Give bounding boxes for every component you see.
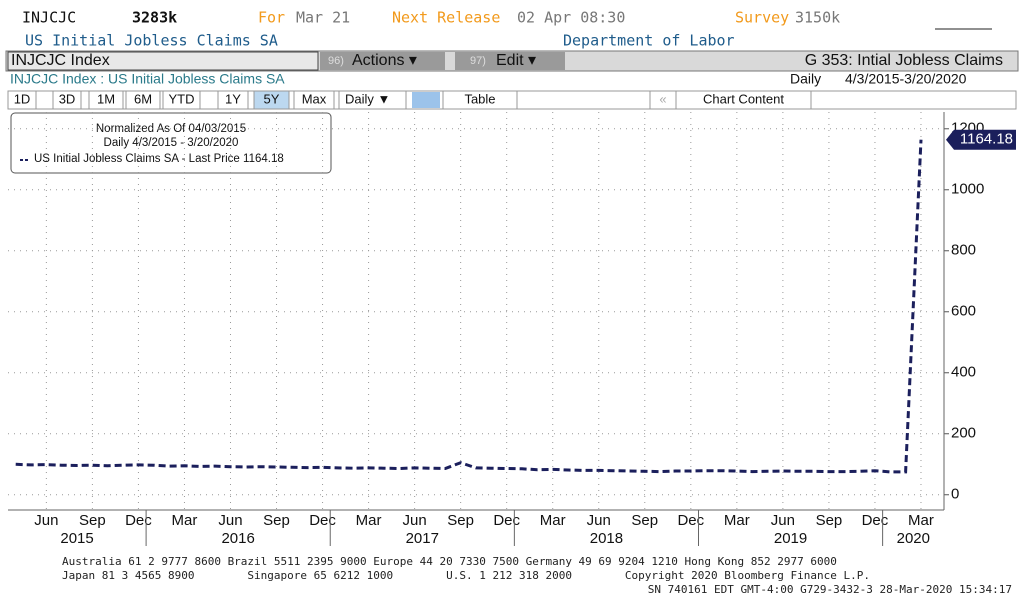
- x-tick-label: Dec: [677, 512, 704, 529]
- last-price-label: 1164.18: [960, 131, 1013, 148]
- security-name: US Initial Jobless Claims SA: [25, 32, 278, 50]
- y-tick-label: 0: [951, 486, 959, 503]
- button[interactable]: [88, 90, 124, 110]
- footer-line: Australia 61 2 9777 8600 Brazil 5511 239…: [62, 555, 837, 568]
- button-label: 1D: [14, 91, 31, 106]
- x-tick-label: Sep: [816, 512, 843, 529]
- x-tick-label: Sep: [263, 512, 290, 529]
- footer-line: SN 740161 EDT GMT-4:00 G729-3432-3 28-Ma…: [648, 583, 1012, 596]
- edit-label: Edit ▾: [496, 52, 536, 69]
- button-label: «: [659, 91, 666, 106]
- button-label: 1M: [97, 91, 115, 106]
- year-label: 2018: [590, 530, 623, 547]
- price: 3283k: [132, 9, 177, 27]
- button-label: 5Y: [264, 91, 280, 106]
- legend-series: US Initial Jobless Claims SA: [34, 153, 179, 165]
- year-label: 2019: [774, 530, 807, 547]
- line-series: [15, 139, 923, 474]
- x-tick-label: Dec: [309, 512, 336, 529]
- next-label: Next Release: [392, 9, 500, 27]
- button[interactable]: [293, 90, 335, 110]
- button[interactable]: [442, 90, 518, 110]
- year-label: 2016: [221, 530, 254, 547]
- y-tick-label: 200: [951, 425, 976, 442]
- x-tick-label: Mar: [172, 512, 198, 529]
- chart-title: INJCJC Index : US Initial Jobless Claims…: [10, 71, 285, 87]
- legend-last-label: - Last Price: [182, 153, 240, 165]
- button[interactable]: [412, 92, 440, 108]
- page-title: G 353: Intial Jobless Claims: [805, 52, 1003, 69]
- legend-last-value: 1164.18: [243, 153, 284, 165]
- x-tick-label: Jun: [771, 512, 795, 529]
- button-label: YTD: [169, 91, 195, 106]
- ticker: INJCJC: [22, 9, 76, 27]
- x-tick-label: Sep: [79, 512, 106, 529]
- x-tick-label: Jun: [218, 512, 242, 529]
- x-tick-label: Mar: [356, 512, 382, 529]
- legend: [10, 112, 332, 174]
- button[interactable]: [338, 90, 407, 110]
- y-tick-label: 400: [951, 364, 976, 381]
- y-tick-label: 800: [951, 242, 976, 259]
- for-value: Mar 21: [296, 9, 350, 27]
- footer-line: Japan 81 3 4565 8900 Singapore 65 6212 1…: [62, 569, 870, 582]
- year-label: 2015: [60, 530, 93, 547]
- security-field: INJCJC Index: [11, 52, 110, 69]
- edit-num: 97): [470, 55, 486, 67]
- button-label: 1Y: [225, 91, 241, 106]
- actions-menu[interactable]: [320, 52, 445, 70]
- x-tick-label: Jun: [34, 512, 58, 529]
- actions-label: Actions ▾: [352, 52, 417, 69]
- x-tick-label: Dec: [493, 512, 520, 529]
- x-tick-label: Jun: [403, 512, 427, 529]
- button-label: Daily ▼: [345, 91, 390, 106]
- button[interactable]: [217, 90, 249, 110]
- button[interactable]: [125, 90, 161, 110]
- x-tick-label: Mar: [724, 512, 750, 529]
- x-tick-label: Sep: [447, 512, 474, 529]
- legend-entry: US Initial Jobless Claims SA - Last Pric…: [34, 153, 284, 165]
- x-tick-label: Sep: [631, 512, 658, 529]
- y-tick-label: 600: [951, 303, 976, 320]
- date-range: 4/3/2015-3/20/2020: [845, 71, 967, 87]
- button-label: Chart Content: [703, 91, 784, 106]
- frequency: Daily: [790, 71, 821, 87]
- last-price-tag: [946, 129, 1016, 150]
- year-label: 2020: [897, 530, 930, 547]
- next-value: 02 Apr 08:30: [517, 9, 625, 27]
- x-tick-label: Jun: [587, 512, 611, 529]
- x-tick-label: Mar: [540, 512, 566, 529]
- button-label: 6M: [134, 91, 152, 106]
- button[interactable]: [52, 90, 82, 110]
- survey-label: Survey: [735, 9, 789, 27]
- source: Department of Labor: [563, 32, 735, 50]
- button[interactable]: [675, 90, 812, 110]
- for-label: For: [258, 9, 285, 27]
- button-label: 3D: [59, 91, 76, 106]
- button[interactable]: [162, 90, 201, 110]
- x-tick-label: Dec: [125, 512, 152, 529]
- button[interactable]: [7, 90, 37, 110]
- edit-menu[interactable]: [455, 52, 565, 70]
- survey-value: 3150k: [795, 9, 840, 27]
- actions-num: 96): [328, 55, 344, 67]
- x-tick-label: Mar: [908, 512, 934, 529]
- security-box[interactable]: [7, 51, 319, 71]
- button[interactable]: [253, 90, 290, 110]
- y-tick-label: 1000: [951, 181, 984, 198]
- legend-line: Daily 4/3/2015 - 3/20/2020: [104, 137, 239, 149]
- x-tick-label: Dec: [862, 512, 889, 529]
- year-label: 2017: [406, 530, 439, 547]
- button-label: Table: [464, 91, 495, 106]
- button-label: Max: [302, 91, 327, 106]
